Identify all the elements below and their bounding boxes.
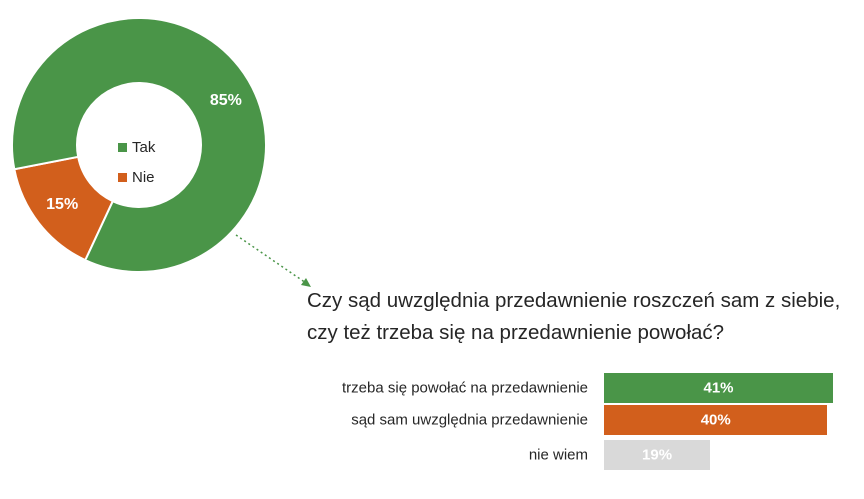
legend-label-nie: Nie — [132, 168, 155, 186]
legend-label-tak: Tak — [132, 138, 156, 156]
bar — [604, 373, 833, 403]
bar-value-label: 40% — [700, 411, 731, 429]
donut-legend: Tak Nie — [118, 132, 155, 192]
legend-swatch-tak — [118, 142, 127, 152]
donut-label-nie: 15% — [46, 196, 79, 214]
bar — [604, 440, 711, 470]
bar — [604, 405, 828, 435]
donut-chart — [11, 17, 267, 273]
bar-category-label: trzeba się powołać na przedawnienie — [342, 379, 588, 397]
legend-item-tak: Tak — [118, 132, 155, 162]
bar-value-label: 41% — [703, 379, 734, 397]
legend-item-nie: Nie — [118, 162, 155, 192]
legend-swatch-nie — [118, 172, 127, 182]
bar-category-label: sąd sam uwzględnia przedawnienie — [351, 411, 588, 429]
donut-slice-tak — [11, 17, 267, 273]
bar-category-label: nie wiem — [528, 446, 588, 464]
question-title: Czy sąd uwzględnia przedawnienie roszcze… — [307, 289, 841, 344]
bar-value-label: 19% — [642, 446, 673, 464]
donut-label-tak: 85% — [209, 91, 242, 109]
